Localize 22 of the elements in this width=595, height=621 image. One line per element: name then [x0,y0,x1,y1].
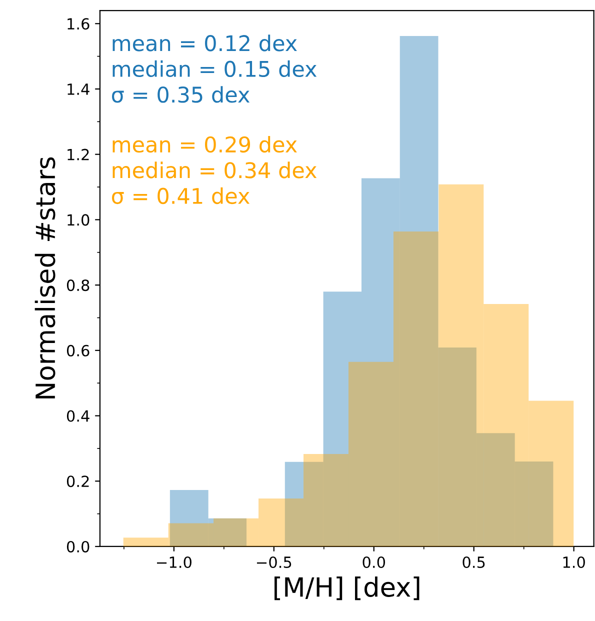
annotation: median = 0.34 dex [112,162,317,178]
y-tick-label: 1.4 [68,84,90,95]
annotation: median = 0.15 dex [112,60,317,78]
y-tick-label: 0.6 [66,344,90,356]
y-tick-label: 0.0 [66,540,90,552]
x-tick-label: 0.5 [462,556,485,568]
y-tick-label: 1.2 [68,148,89,160]
annotation: σ = 0.35 dex [112,86,250,103]
annotation: mean = 0.12 dex [112,34,297,52]
x-axis-title: [M/H] [dex] [274,576,420,600]
annotation: mean = 0.29 dex [112,136,297,153]
y-tick-label: 1.0 [68,214,90,226]
y-tick-label: 1.6 [68,18,90,30]
x-tick-label: −0.5 [256,556,292,568]
y-tick-label: 0.4 [66,410,90,422]
y-tick-label: 0.8 [66,280,90,292]
y-axis-title: Normalised #stars [34,157,56,398]
x-tick-label: −1.0 [157,556,192,568]
x-tick-label: 1.0 [563,556,585,568]
x-tick-label: 0.0 [362,556,386,568]
annotation: σ = 0.41 dex [112,187,250,204]
y-tick-label: 0.2 [66,476,89,488]
